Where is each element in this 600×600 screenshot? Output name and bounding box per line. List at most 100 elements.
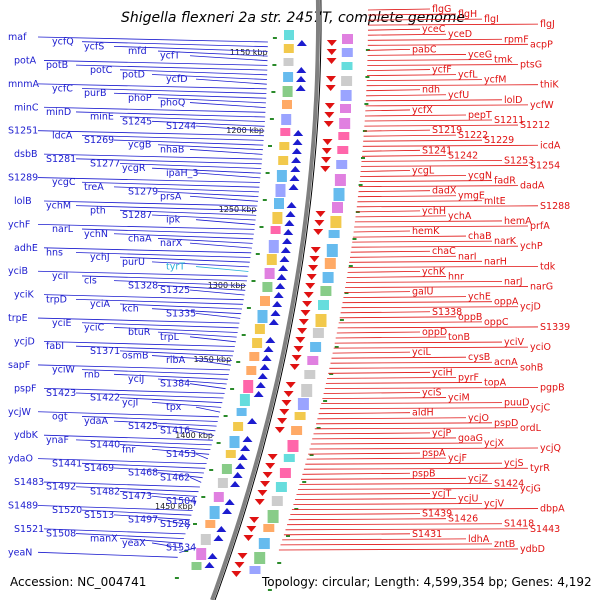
forward-gene-arrow bbox=[253, 391, 264, 397]
feature-box-right bbox=[340, 90, 352, 101]
leader-line bbox=[81, 88, 267, 94]
feature-box-left bbox=[213, 492, 224, 502]
gene-label: purB bbox=[84, 88, 106, 99]
gene-label: potA bbox=[14, 55, 37, 66]
leader-line bbox=[319, 407, 529, 410]
gene-label: ycjS bbox=[504, 458, 524, 469]
gene-label: S1241 bbox=[422, 145, 452, 156]
gene-label: galU bbox=[412, 287, 433, 298]
leader-line bbox=[75, 111, 266, 118]
leader-line bbox=[81, 369, 229, 375]
gene-label: ychK bbox=[422, 266, 446, 277]
gene-label: sohB bbox=[520, 362, 543, 373]
feature-box-left bbox=[268, 240, 279, 253]
gene-label: S1229 bbox=[484, 135, 514, 146]
leader-line bbox=[331, 356, 467, 359]
leader-line bbox=[297, 487, 519, 490]
reverse-gene-arrow bbox=[246, 526, 257, 532]
leader-line bbox=[290, 513, 421, 515]
leader-line bbox=[348, 265, 539, 268]
gene-label: ycfL bbox=[458, 70, 478, 81]
gene-label: S1289 bbox=[8, 173, 38, 184]
reverse-gene-arrow bbox=[326, 49, 337, 55]
strand-arrows bbox=[204, 40, 337, 577]
forward-gene-arrow bbox=[204, 562, 215, 568]
gene-label: ogt bbox=[52, 411, 68, 422]
feature-box-left bbox=[270, 226, 281, 234]
forward-gene-arrow bbox=[275, 283, 286, 289]
feature-box-right bbox=[324, 258, 336, 269]
feature-box-left bbox=[272, 212, 283, 224]
leader-line bbox=[342, 301, 493, 304]
leader-line bbox=[367, 28, 421, 31]
gene-label: S1277 bbox=[90, 158, 120, 169]
reverse-gene-arrow bbox=[325, 85, 336, 91]
gene-label: flgJ bbox=[540, 19, 555, 30]
gene-label: trpE bbox=[8, 313, 28, 324]
forward-gene-arrow bbox=[292, 139, 303, 145]
feature-box-right bbox=[332, 202, 343, 213]
gene-label: ycjU bbox=[458, 493, 478, 504]
feature-box-right bbox=[294, 412, 306, 420]
gene-label: ycgL bbox=[412, 165, 435, 176]
gene-label: ycgC bbox=[52, 177, 76, 188]
gene-label: S1254 bbox=[530, 160, 560, 171]
leader-line bbox=[336, 331, 421, 334]
gene-label: yciS bbox=[422, 388, 442, 399]
leader-line bbox=[364, 119, 493, 122]
gene-label: minC bbox=[14, 102, 39, 113]
feature-box-left bbox=[264, 268, 275, 279]
backbone-edge bbox=[214, 0, 322, 600]
gene-label: S1279 bbox=[128, 187, 158, 198]
forward-gene-arrow bbox=[237, 454, 248, 460]
gene-label: S1468 bbox=[128, 468, 158, 479]
leader-line bbox=[282, 538, 467, 541]
leader-line bbox=[330, 361, 493, 364]
reverse-gene-arrow bbox=[321, 157, 332, 163]
leader-line bbox=[195, 312, 241, 319]
leader-line bbox=[37, 130, 264, 137]
gene-label: ychA bbox=[448, 211, 472, 222]
leader-line bbox=[367, 38, 503, 41]
leader-line bbox=[349, 255, 457, 258]
gene-label: oppC bbox=[484, 317, 509, 328]
leader-line bbox=[119, 537, 183, 544]
leader-line bbox=[364, 124, 519, 127]
gene-label: ydbK bbox=[14, 430, 39, 441]
feature-box-left bbox=[229, 436, 240, 448]
gene-label: flgG bbox=[432, 4, 451, 15]
forward-gene-arrow bbox=[247, 418, 258, 424]
leader-line bbox=[189, 336, 236, 343]
gene-label: mltE bbox=[484, 196, 506, 207]
gene-label: yciC bbox=[84, 322, 104, 333]
gene-label: S1245 bbox=[122, 116, 152, 127]
feature-box-right bbox=[297, 398, 309, 410]
leader-line bbox=[75, 158, 262, 165]
leader-line bbox=[113, 92, 267, 99]
leader-line bbox=[293, 503, 483, 505]
gene-label: minE bbox=[90, 112, 114, 123]
leader-line bbox=[189, 430, 215, 436]
gene-label: tmk bbox=[494, 54, 513, 65]
forward-gene-arrow bbox=[230, 481, 241, 487]
feature-box-left bbox=[217, 478, 228, 488]
feature-box-right bbox=[258, 538, 270, 549]
gene-label: ycgR bbox=[122, 163, 146, 174]
forward-gene-arrow bbox=[289, 175, 300, 181]
leader-line bbox=[364, 114, 467, 117]
feature-box-left bbox=[260, 296, 270, 306]
feature-tracks bbox=[191, 30, 353, 574]
gene-label: cysB bbox=[468, 352, 490, 363]
gene-label: oppD bbox=[422, 327, 447, 338]
feature-box-right bbox=[304, 370, 316, 379]
reverse-gene-arrow bbox=[309, 256, 320, 262]
leader-line bbox=[151, 308, 242, 315]
gene-label: S1441 bbox=[52, 458, 82, 469]
leader-line bbox=[291, 508, 539, 511]
leader-line bbox=[119, 303, 243, 310]
forward-gene-arrow bbox=[242, 436, 253, 442]
leader-line bbox=[37, 364, 230, 371]
reverse-gene-arrow bbox=[234, 562, 245, 568]
leader-line bbox=[360, 175, 467, 177]
